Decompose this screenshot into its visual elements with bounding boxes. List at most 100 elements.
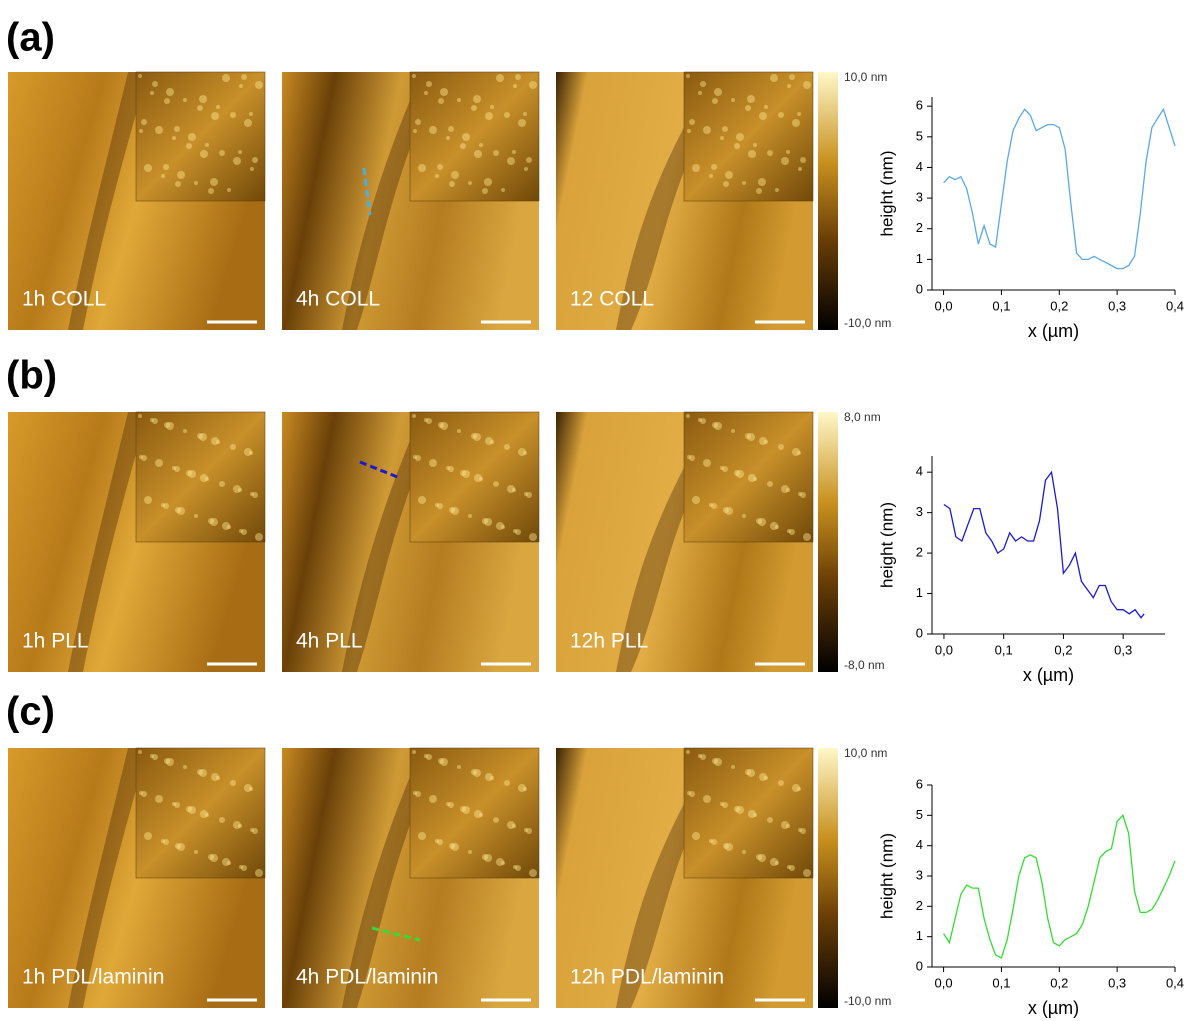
inset-texture — [512, 488, 516, 492]
inset-texture — [468, 181, 472, 185]
inset-texture — [194, 514, 198, 518]
inset-texture — [244, 448, 252, 456]
inset-texture — [482, 854, 488, 860]
colorbar-min: -8,0 nm — [844, 658, 885, 672]
inset-texture — [523, 787, 527, 791]
inset-texture — [141, 791, 147, 797]
inset-texture — [446, 136, 450, 140]
colorbar-max: 10,0 nm — [844, 70, 887, 84]
inset-texture — [462, 133, 470, 141]
y-tick-label: 4 — [916, 159, 923, 174]
inset-texture — [507, 157, 515, 165]
inset-texture — [424, 418, 428, 422]
inset-texture — [429, 126, 437, 134]
inset-texture — [778, 112, 784, 118]
inset-texture — [712, 422, 718, 428]
inset-texture — [775, 188, 779, 192]
inset-texture — [219, 481, 225, 487]
inset-texture — [723, 843, 729, 849]
inset-texture — [462, 806, 470, 814]
inset-texture — [471, 105, 477, 111]
inset-texture — [163, 503, 169, 509]
y-tick-label: 6 — [916, 98, 923, 113]
inset-texture — [457, 98, 461, 102]
inset-texture — [736, 133, 744, 141]
inset-texture — [767, 481, 773, 487]
inset-texture — [250, 167, 254, 171]
inset-texture — [451, 843, 459, 851]
inset-texture — [803, 533, 811, 541]
afm-inset — [135, 71, 266, 202]
x-tick-label: 0,1 — [995, 642, 1013, 657]
inset-texture — [241, 865, 247, 871]
inset-texture — [415, 455, 421, 461]
inset-texture — [698, 91, 702, 95]
inset-texture — [803, 81, 811, 89]
inset-texture — [252, 157, 258, 163]
inset-texture — [747, 433, 755, 441]
inset-texture — [703, 126, 711, 134]
inset-texture — [194, 850, 198, 854]
y-axis-label: height (nm) — [877, 833, 896, 919]
terrace-edge — [616, 748, 736, 1008]
inset-texture — [440, 758, 448, 766]
profile-marker — [359, 460, 401, 480]
inset-texture — [415, 119, 421, 125]
inset-texture — [435, 839, 439, 843]
terrace-edge — [68, 748, 148, 1008]
inset-texture — [163, 164, 169, 170]
inset-texture — [786, 150, 790, 154]
inset-texture — [748, 810, 756, 818]
inset-texture — [138, 74, 142, 78]
terrace-edge — [342, 748, 442, 1008]
inset-texture — [462, 470, 470, 478]
inset-texture — [155, 795, 163, 803]
afm-inset — [409, 71, 540, 202]
inset-texture — [753, 477, 757, 481]
panel-label: (c) — [6, 690, 55, 734]
inset-texture — [446, 466, 450, 470]
inset-texture — [155, 126, 163, 134]
inset-texture — [479, 477, 483, 481]
inset-texture — [515, 529, 521, 535]
inset-texture — [460, 143, 466, 149]
inset-texture — [238, 150, 242, 154]
inset-texture — [758, 518, 766, 526]
inset-texture — [789, 74, 795, 80]
terrace-edge — [616, 72, 736, 330]
y-tick-label: 2 — [916, 545, 923, 560]
image-label: 1h PDL/laminin — [22, 966, 164, 989]
inset-texture — [753, 143, 757, 147]
inset-texture — [474, 150, 482, 158]
inset-texture — [437, 164, 443, 170]
inset-texture — [709, 503, 713, 507]
inset-texture — [166, 758, 174, 766]
inset-texture — [736, 470, 744, 478]
inset-texture — [474, 810, 482, 818]
inset-texture — [473, 769, 481, 777]
inset-texture — [496, 74, 504, 82]
inset-texture — [485, 773, 493, 781]
inset-texture — [764, 776, 768, 780]
inset-texture — [484, 854, 492, 862]
inset-texture — [709, 839, 713, 843]
inset-texture — [692, 832, 700, 840]
inset-texture — [418, 164, 426, 172]
inset-texture — [241, 529, 247, 535]
inset-texture — [244, 784, 252, 792]
inset-texture — [501, 861, 505, 865]
inset-texture — [418, 832, 426, 840]
y-tick-label: 0 — [916, 958, 923, 973]
profile-line — [943, 814, 1176, 959]
y-tick-label: 2 — [916, 898, 923, 913]
inset-texture — [141, 119, 147, 125]
inset-texture — [164, 758, 170, 764]
inset-texture — [166, 422, 174, 430]
inset-texture — [747, 95, 755, 103]
image-label: 12h PDL/laminin — [570, 966, 724, 989]
inset-texture — [205, 477, 209, 481]
inset-texture — [798, 492, 802, 496]
inset-texture — [412, 414, 416, 418]
inset-texture — [512, 150, 516, 154]
y-axis-label: height (nm) — [877, 502, 896, 588]
